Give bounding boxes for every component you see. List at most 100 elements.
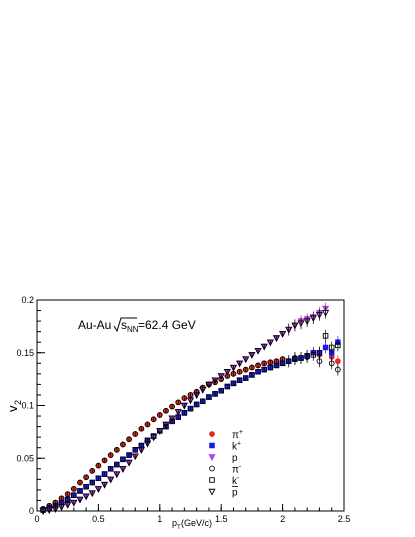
x-tick-label: 2 [280, 514, 285, 524]
legend-marker [208, 454, 216, 462]
data-point [187, 405, 194, 412]
x-axis-title-sub: T [177, 525, 181, 531]
data-point [64, 501, 72, 509]
data-point [273, 362, 280, 369]
data-point [113, 446, 120, 453]
energy-annotation: Au-Au s NN =62.4 GeV [78, 317, 196, 334]
data-point [304, 353, 310, 359]
legend-marker [209, 442, 215, 449]
y-tick-label: 0.15 [16, 348, 34, 358]
data-point [335, 342, 341, 349]
data-point [51, 506, 59, 513]
data-point [76, 496, 84, 504]
data-point [272, 335, 281, 343]
data-point [255, 362, 261, 369]
data-point [101, 471, 108, 477]
data-point [150, 434, 158, 442]
data-point [70, 485, 77, 492]
data-point [144, 421, 151, 428]
data-point [243, 375, 249, 381]
data-point [126, 436, 132, 443]
data-point [143, 440, 152, 448]
legend-label: p [232, 453, 238, 464]
data-point [88, 490, 96, 498]
y-tick-label: 0.1 [21, 401, 34, 411]
legend-label: π+ [232, 429, 243, 441]
legend-item: π+ [209, 429, 243, 441]
data-point [303, 318, 311, 326]
y-tick-label: 0.2 [21, 295, 34, 305]
data-point [107, 452, 114, 458]
data-point [266, 339, 274, 347]
data-point [89, 468, 96, 474]
legend-marker [209, 477, 215, 483]
annotation-sqrt-s: s [121, 318, 127, 332]
data-point [335, 366, 341, 373]
data-point [242, 356, 250, 364]
data-point [120, 441, 126, 448]
data-point [310, 352, 317, 358]
data-point [77, 479, 83, 486]
data-point [193, 401, 200, 408]
data-point [223, 369, 231, 376]
data-point [212, 391, 218, 397]
data-point [83, 474, 89, 481]
data-point [229, 364, 238, 372]
series-5 [39, 306, 330, 516]
data-point [218, 387, 224, 394]
y-axis-title: v 2 [5, 400, 23, 412]
data-point [71, 492, 77, 498]
x-tick-label: 2.5 [338, 514, 351, 524]
legend-label: k+ [232, 441, 241, 453]
data-point [126, 452, 132, 458]
data-point [45, 507, 53, 514]
legend-item: p [208, 486, 238, 499]
data-point [267, 364, 274, 371]
data-point [285, 326, 293, 334]
data-point [309, 315, 317, 322]
legend-item: p [208, 453, 238, 464]
data-point [193, 392, 201, 399]
data-point [285, 358, 292, 364]
data-point [261, 360, 268, 367]
series-1 [40, 336, 341, 513]
x-tick-label: 1 [157, 514, 162, 524]
data-point [316, 358, 323, 365]
data-point [322, 309, 330, 317]
data-point [174, 409, 182, 416]
legend-label-sup: - [239, 464, 242, 471]
annotation-sqrt-sub: NN [127, 325, 139, 334]
data-point [261, 366, 267, 373]
legend-label-sup: + [239, 429, 243, 436]
data-point [328, 344, 335, 351]
data-point [120, 456, 126, 463]
data-points [39, 302, 341, 516]
data-point [297, 320, 305, 328]
data-point [113, 471, 121, 479]
data-point [114, 461, 120, 468]
data-point [206, 394, 212, 400]
data-point [107, 476, 115, 484]
data-point [254, 347, 262, 355]
data-point [236, 368, 243, 375]
data-point [58, 504, 66, 511]
data-point [279, 331, 287, 338]
legend-label-sup: + [237, 441, 241, 448]
data-point [131, 453, 139, 461]
data-point [248, 352, 256, 359]
legend-item: k- [209, 475, 240, 487]
data-point [249, 364, 255, 371]
data-point [100, 481, 109, 489]
data-point [186, 397, 195, 405]
data-point [315, 312, 323, 319]
data-point [89, 479, 96, 486]
data-point [322, 344, 329, 351]
data-point [217, 373, 225, 381]
data-point [77, 488, 83, 494]
data-point [94, 486, 102, 493]
data-point [199, 386, 207, 394]
data-point [267, 359, 274, 366]
data-point [236, 360, 244, 368]
data-point [249, 372, 255, 378]
annotation-suffix: =62.4 GeV [138, 318, 196, 332]
